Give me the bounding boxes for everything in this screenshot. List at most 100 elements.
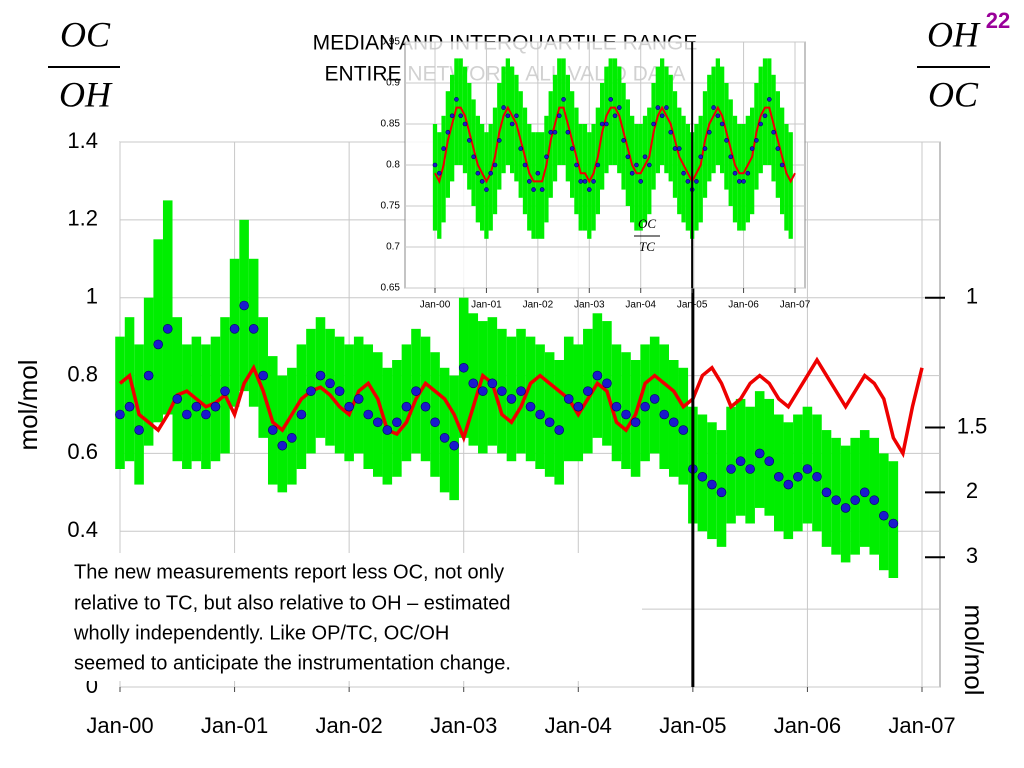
y2-axis-label: mol/mol bbox=[959, 604, 989, 695]
data-dot bbox=[802, 464, 813, 474]
data-dot bbox=[552, 129, 558, 135]
iqr-bar bbox=[124, 317, 135, 462]
data-dot bbox=[372, 417, 383, 428]
iqr-bar bbox=[715, 58, 720, 165]
iqr-bar bbox=[525, 336, 536, 462]
data-dot bbox=[430, 417, 440, 428]
data-dot bbox=[573, 401, 584, 412]
data-dot bbox=[681, 170, 686, 176]
data-dot bbox=[779, 162, 785, 168]
iqr-bar bbox=[535, 344, 545, 469]
iqr-bar bbox=[638, 124, 643, 231]
data-dot bbox=[411, 386, 421, 396]
data-dot bbox=[468, 378, 479, 389]
x-tick-label: Jan-04 bbox=[625, 300, 656, 311]
iqr-bar bbox=[647, 107, 652, 215]
data-dot bbox=[497, 386, 507, 396]
data-dot bbox=[642, 154, 648, 160]
x-tick-label: Jan-00 bbox=[86, 713, 153, 738]
data-dot bbox=[812, 471, 822, 482]
iqr-bar bbox=[210, 336, 221, 462]
data-dot bbox=[595, 162, 601, 168]
iqr-bar bbox=[527, 124, 532, 231]
iqr-bar bbox=[471, 99, 476, 206]
data-dot bbox=[436, 170, 442, 176]
data-dot bbox=[634, 162, 639, 168]
iqr-bar bbox=[162, 200, 173, 415]
data-dot bbox=[201, 409, 211, 420]
fraction-denominator: OC bbox=[928, 74, 979, 114]
iqr-bar bbox=[634, 124, 639, 231]
iqr-bar bbox=[698, 115, 703, 223]
iqr-bar bbox=[501, 66, 506, 174]
iqr-bar bbox=[642, 115, 648, 223]
iqr-bar bbox=[505, 58, 510, 165]
data-dot bbox=[441, 146, 446, 151]
iqr-bar bbox=[784, 124, 789, 231]
iqr-bar bbox=[771, 74, 776, 182]
iqr-bar bbox=[587, 132, 592, 239]
iqr-bar bbox=[467, 83, 472, 190]
data-dot bbox=[745, 464, 755, 474]
iqr-bar bbox=[220, 317, 230, 454]
data-dot bbox=[625, 154, 631, 160]
data-dot bbox=[487, 378, 498, 389]
iqr-bar bbox=[544, 115, 549, 223]
iqr-bar bbox=[510, 66, 515, 174]
data-dot bbox=[728, 154, 734, 160]
iqr-bar bbox=[462, 66, 468, 174]
data-dot bbox=[707, 479, 717, 490]
data-dot bbox=[608, 97, 614, 102]
data-dot bbox=[505, 113, 511, 119]
iqr-bar bbox=[363, 344, 374, 469]
iqr-bar bbox=[578, 124, 583, 231]
iqr-bar bbox=[621, 83, 626, 190]
data-dot bbox=[621, 409, 631, 420]
data-dot bbox=[612, 113, 618, 119]
iqr-bar bbox=[595, 107, 600, 215]
data-dot bbox=[471, 154, 476, 160]
data-dot bbox=[879, 510, 889, 521]
x-tick-label: Jan-01 bbox=[201, 713, 268, 738]
data-dot bbox=[544, 154, 549, 160]
iqr-bar bbox=[552, 74, 558, 182]
y-tick-label: 0.8 bbox=[386, 160, 400, 171]
data-dot bbox=[458, 113, 464, 119]
data-dot bbox=[449, 113, 455, 119]
data-dot bbox=[583, 386, 593, 396]
data-dot bbox=[548, 129, 554, 135]
y-tick-label: 0.9 bbox=[386, 78, 400, 89]
y-tick-label: 1 bbox=[86, 284, 98, 309]
data-dot bbox=[762, 113, 768, 119]
data-dot bbox=[239, 300, 249, 311]
data-dot bbox=[840, 503, 851, 513]
iqr-bar bbox=[514, 74, 519, 182]
iqr-bar bbox=[677, 107, 682, 215]
iqr-bar bbox=[745, 115, 750, 223]
data-dot bbox=[516, 386, 526, 396]
data-dot bbox=[592, 370, 603, 381]
data-dot bbox=[220, 386, 230, 396]
data-dot bbox=[509, 121, 515, 127]
y-tick-label: 1.2 bbox=[67, 206, 98, 231]
x-tick-label: Jan-07 bbox=[888, 713, 955, 738]
data-dot bbox=[458, 362, 469, 373]
data-dot bbox=[526, 179, 532, 184]
data-dot bbox=[711, 105, 716, 110]
data-dot bbox=[602, 378, 612, 389]
iqr-bar bbox=[554, 360, 564, 485]
iqr-bar bbox=[561, 58, 566, 165]
data-dot bbox=[454, 97, 459, 102]
iqr-bar bbox=[775, 91, 780, 198]
iqr-bar bbox=[484, 132, 489, 239]
data-dot bbox=[664, 105, 669, 110]
iqr-bar bbox=[480, 124, 485, 231]
data-dot bbox=[514, 113, 519, 119]
data-dot bbox=[162, 324, 173, 334]
data-dot bbox=[732, 170, 738, 176]
data-dot bbox=[773, 471, 784, 482]
data-dot bbox=[191, 401, 202, 412]
iqr-bar bbox=[458, 58, 463, 165]
data-dot bbox=[749, 146, 755, 151]
